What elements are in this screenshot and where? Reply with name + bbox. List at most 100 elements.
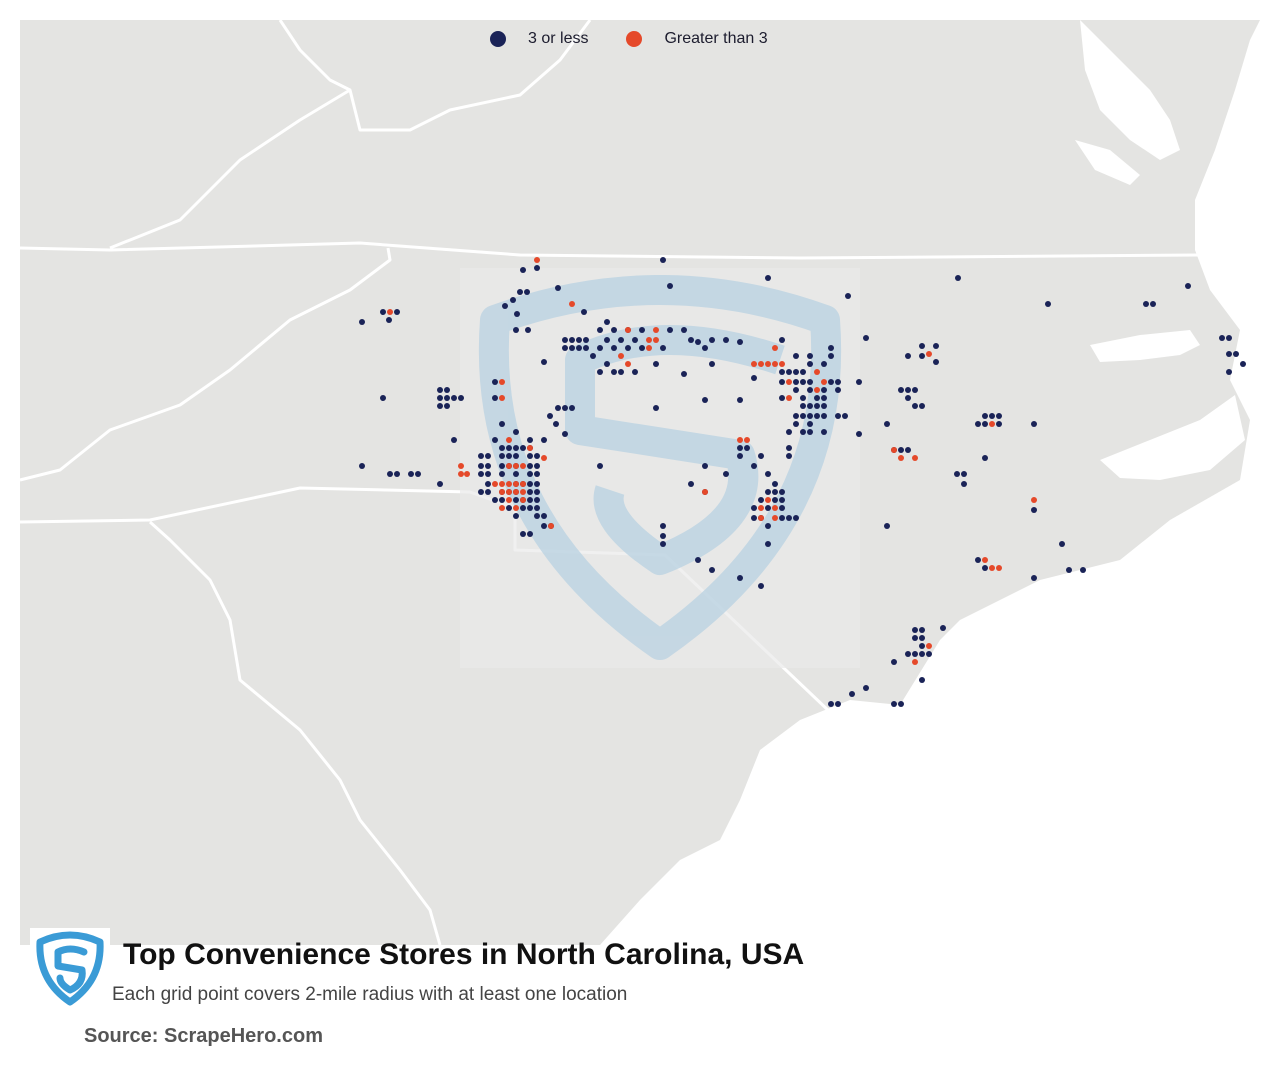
grid-point-low [723,471,729,477]
grid-point-low [555,285,561,291]
grid-point-low [499,463,505,469]
grid-point-low [525,327,531,333]
grid-point-low [660,345,666,351]
grid-point-high [569,301,575,307]
grid-point-low [660,523,666,529]
grid-point-high [506,437,512,443]
legend-label-low: 3 or less [528,30,589,47]
grid-point-low [547,413,553,419]
source-label: Source: ScrapeHero.com [84,1025,323,1047]
grid-point-high [653,337,659,343]
grid-point-high [499,489,505,495]
grid-point-low [520,531,526,537]
grid-point-low [737,397,743,403]
chesapeake-inlet [1080,20,1180,160]
grid-point-low [520,267,526,273]
grid-point-low [709,361,715,367]
grid-point-low [597,345,603,351]
grid-point-low [534,463,540,469]
grid-point-low [863,685,869,691]
grid-point-low [919,627,925,633]
grid-point-low [1031,507,1037,513]
grid-point-high [499,481,505,487]
grid-point-low [437,481,443,487]
grid-point-low [499,453,505,459]
grid-point-low [807,413,813,419]
grid-point-low [1031,421,1037,427]
legend: 3 or less Greater than 3 [490,30,806,48]
grid-point-high [772,505,778,511]
grid-point-low [793,515,799,521]
grid-point-high [821,379,827,385]
grid-point-low [737,575,743,581]
grid-point-low [1143,301,1149,307]
grid-point-low [569,337,575,343]
grid-point-low [835,387,841,393]
grid-point-high [891,447,897,453]
grid-point-high [912,455,918,461]
grid-point-low [807,379,813,385]
grid-point-low [499,445,505,451]
grid-point-high [702,489,708,495]
grid-point-low [597,463,603,469]
grid-point-low [553,421,559,427]
grid-point-low [821,361,827,367]
grid-point-low [492,395,498,401]
grid-point-low [765,471,771,477]
grid-point-low [625,345,631,351]
atlantic-ocean [600,20,1260,945]
grid-point-low [520,445,526,451]
grid-point-high [744,437,750,443]
grid-point-low [604,319,610,325]
grid-point-low [541,359,547,365]
grid-point-low [534,453,540,459]
grid-point-low [807,403,813,409]
grid-point-low [793,353,799,359]
grid-point-low [499,421,505,427]
grid-point-low [800,379,806,385]
grid-point-low [660,533,666,539]
grid-point-low [611,345,617,351]
grid-point-high [912,659,918,665]
grid-point-high [464,471,470,477]
grid-point-low [814,395,820,401]
grid-point-low [779,489,785,495]
grid-point-low [394,471,400,477]
grid-point-low [492,497,498,503]
grid-point-low [478,463,484,469]
grid-point-low [912,403,918,409]
grid-point-low [800,395,806,401]
grid-point-low [765,489,771,495]
grid-point-low [800,413,806,419]
grid-point-low [1233,351,1239,357]
grid-point-low [807,429,813,435]
grid-point-low [702,345,708,351]
wv-ky-border [278,19,351,92]
grid-point-high [758,515,764,521]
grid-point-low [618,337,624,343]
grid-point-low [510,297,516,303]
grid-point-low [583,337,589,343]
grid-point-low [856,431,862,437]
grid-point-high [506,481,512,487]
grid-point-low [884,421,890,427]
grid-point-low [975,557,981,563]
grid-point-low [513,471,519,477]
grid-point-low [1226,351,1232,357]
grid-point-low [639,345,645,351]
grid-point-low [863,335,869,341]
grid-point-low [590,353,596,359]
grid-point-low [961,471,967,477]
grid-point-low [359,319,365,325]
grid-point-low [569,345,575,351]
grid-point-low [1066,567,1072,573]
grid-point-high [625,361,631,367]
grid-point-low [359,463,365,469]
grid-point-high [772,361,778,367]
grid-point-low [751,375,757,381]
title-block: Top Convenience Stores in North Carolina… [30,928,1250,1058]
grid-point-low [506,453,512,459]
grid-point-low [807,421,813,427]
grid-point-high [996,565,1002,571]
grid-point-high [506,497,512,503]
